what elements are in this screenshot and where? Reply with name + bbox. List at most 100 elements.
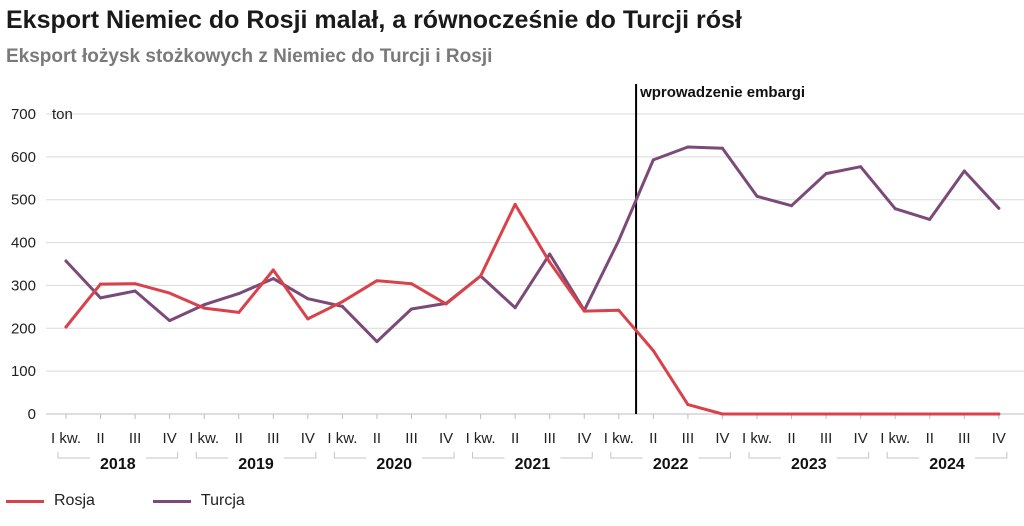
- data-point-rosja: [410, 282, 413, 286]
- x-tick-label: I kw.: [466, 430, 496, 447]
- x-tick-label: III: [129, 430, 142, 447]
- data-point-rosja: [824, 412, 828, 416]
- data-point-rosja: [928, 412, 932, 416]
- data-point-turcja: [375, 340, 379, 344]
- data-point-rosja: [306, 317, 310, 321]
- y-tick-label: 700: [11, 106, 36, 123]
- x-tick-label: IV: [715, 430, 729, 447]
- data-point-turcja: [686, 145, 690, 149]
- year-label: 2022: [653, 456, 689, 473]
- x-tick-label: II: [787, 430, 795, 447]
- data-point-turcja: [755, 194, 759, 198]
- data-point-turcja: [410, 307, 413, 311]
- data-point-rosja: [340, 300, 344, 304]
- data-point-rosja: [99, 282, 103, 286]
- data-point-rosja: [271, 268, 275, 272]
- data-point-turcja: [306, 297, 310, 301]
- year-bracket: [610, 452, 731, 459]
- data-point-rosja: [582, 309, 586, 313]
- data-point-rosja: [893, 412, 897, 416]
- y-tick-label: 300: [11, 277, 36, 294]
- x-tick-label: IV: [439, 430, 453, 447]
- data-point-turcja: [790, 204, 794, 208]
- data-point-turcja: [962, 169, 966, 173]
- series-line-rosja: [64, 202, 1001, 416]
- series-line-turcja: [64, 145, 1001, 344]
- year-bracket: [748, 452, 870, 459]
- data-point-rosja: [479, 274, 483, 278]
- x-tick-label: III: [820, 430, 833, 447]
- embargo-annotation: wprowadzenie embargi: [639, 84, 805, 101]
- data-point-rosja: [617, 308, 621, 312]
- data-point-turcja: [513, 306, 517, 310]
- data-point-rosja: [962, 412, 966, 416]
- data-point-turcja: [720, 146, 724, 150]
- data-point-rosja: [133, 282, 137, 286]
- data-point-turcja: [271, 277, 275, 281]
- data-point-rosja: [686, 403, 690, 407]
- year-label: 2018: [100, 456, 136, 473]
- data-point-rosja: [237, 310, 241, 314]
- data-point-rosja: [202, 306, 206, 310]
- year-bracket: [195, 452, 317, 459]
- data-point-turcja: [928, 217, 932, 221]
- x-tick-label: II: [511, 430, 519, 447]
- y-tick-label: 500: [11, 192, 36, 209]
- data-point-turcja: [133, 289, 137, 293]
- year-label: 2023: [791, 456, 827, 473]
- x-tick-label: II: [926, 430, 934, 447]
- x-tick-label: II: [235, 430, 243, 447]
- data-point-turcja: [202, 303, 206, 307]
- data-point-rosja: [790, 412, 794, 416]
- data-point-rosja: [375, 279, 379, 283]
- x-tick-label: II: [96, 430, 104, 447]
- x-tick-label: III: [267, 430, 280, 447]
- data-point-rosja: [859, 412, 863, 416]
- year-label: 2020: [376, 456, 412, 473]
- x-tick-label: IV: [992, 430, 1006, 447]
- x-tick-label: IV: [301, 430, 315, 447]
- x-tick-label: II: [649, 430, 657, 447]
- year-bracket: [886, 452, 1008, 459]
- year-label: 2021: [515, 456, 551, 473]
- x-tick-label: I kw.: [327, 430, 357, 447]
- x-tick-label: III: [405, 430, 418, 447]
- x-tick-label: I kw.: [604, 430, 634, 447]
- legend: Rosja Turcja: [6, 492, 303, 510]
- x-tick-label: IV: [163, 430, 177, 447]
- y-tick-label: 400: [11, 235, 36, 252]
- data-point-turcja: [893, 207, 897, 211]
- y-tick-label: 100: [11, 363, 36, 380]
- legend-swatch-turcja: [152, 499, 191, 503]
- data-point-rosja: [444, 302, 448, 306]
- x-tick-label: IV: [854, 430, 868, 447]
- x-tick-label: II: [373, 430, 381, 447]
- data-point-turcja: [824, 172, 828, 176]
- x-tick-label: I kw.: [189, 430, 219, 447]
- data-point-rosja: [64, 325, 68, 329]
- y-tick-label: 0: [28, 406, 36, 423]
- x-tick-label: III: [682, 430, 695, 447]
- legend-label-turcja: Turcja: [200, 492, 245, 509]
- data-point-turcja: [859, 165, 863, 169]
- data-point-turcja: [168, 319, 172, 323]
- x-tick-label: I kw.: [742, 430, 772, 447]
- chart-title: Eksport Niemiec do Rosji malał, a równoc…: [6, 6, 742, 34]
- data-point-rosja: [755, 412, 759, 416]
- data-point-turcja: [99, 296, 103, 300]
- x-tick-label: III: [958, 430, 971, 447]
- legend-label-rosja: Rosja: [54, 492, 95, 509]
- legend-item-rosja: Rosja: [6, 492, 95, 510]
- x-tick-label: IV: [577, 430, 591, 447]
- data-point-rosja: [997, 412, 1001, 416]
- x-tick-label: III: [543, 430, 556, 447]
- data-point-turcja: [64, 259, 68, 263]
- y-tick-label: 600: [11, 149, 36, 166]
- year-bracket: [333, 452, 455, 459]
- year-label: 2024: [929, 456, 965, 473]
- x-tick-label: I kw.: [51, 430, 81, 447]
- data-point-turcja: [340, 304, 344, 308]
- year-label: 2019: [238, 456, 274, 473]
- legend-item-turcja: Turcja: [152, 492, 245, 510]
